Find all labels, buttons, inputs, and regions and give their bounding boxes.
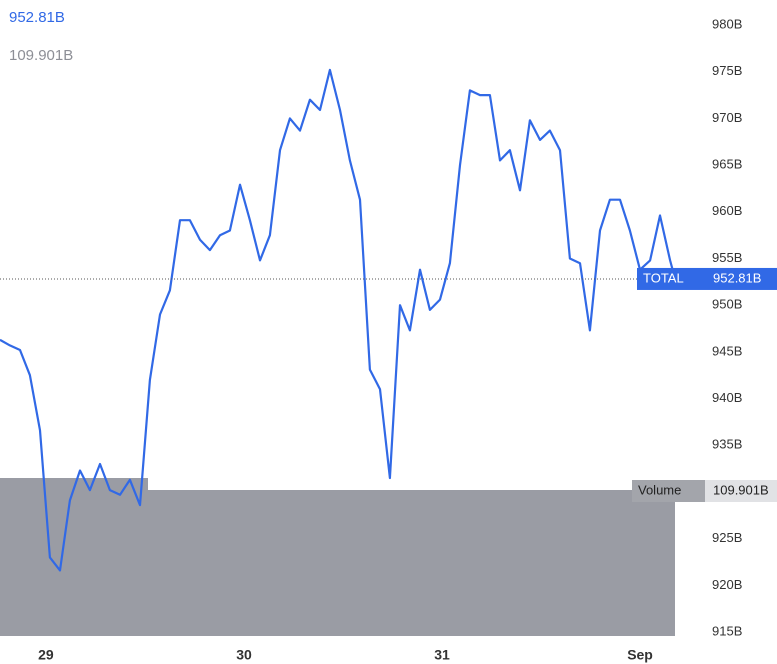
y-tick-label: 925B <box>712 530 742 545</box>
plot <box>0 68 677 572</box>
volume-name-badge <box>632 480 705 502</box>
volume-value: 109.901B <box>713 482 769 497</box>
y-tick-label: 935B <box>712 437 742 452</box>
price-line <box>0 68 677 572</box>
y-tick-label: 950B <box>712 297 742 312</box>
volume-layer <box>0 478 675 636</box>
series-name: TOTAL <box>643 270 684 285</box>
current-price-badge <box>637 267 777 290</box>
x-tick-label: 30 <box>236 647 252 663</box>
header-value: 952.81B <box>9 9 65 26</box>
y-tick-label: 920B <box>712 577 742 592</box>
y-tick-label: 970B <box>712 110 742 125</box>
y-axis: 980B 975B 970B 965B 960B 955B 950B 945B 940B 935B… <box>712 16 742 638</box>
y-tick-label: 965B <box>712 157 742 172</box>
y-tick-label: 945B <box>712 343 742 358</box>
volume-value-badge <box>705 480 777 502</box>
y-tick-label: 940B <box>712 390 742 405</box>
x-tick-label: 31 <box>434 647 450 663</box>
y-tick-label: 955B <box>712 250 742 265</box>
y-tick-label: 915B <box>712 623 742 638</box>
volume-area <box>0 478 675 636</box>
current-price-label: 952.81B <box>713 270 761 285</box>
y-tick-label: 975B <box>712 63 742 78</box>
y-tick-label: 980B <box>712 16 742 31</box>
volume-name: Volume <box>638 482 681 497</box>
x-tick-label: Sep <box>627 647 653 663</box>
x-tick-label: 29 <box>38 647 54 663</box>
header-volume: 109.901B <box>9 47 73 64</box>
y-tick-label: 960B <box>712 203 742 218</box>
